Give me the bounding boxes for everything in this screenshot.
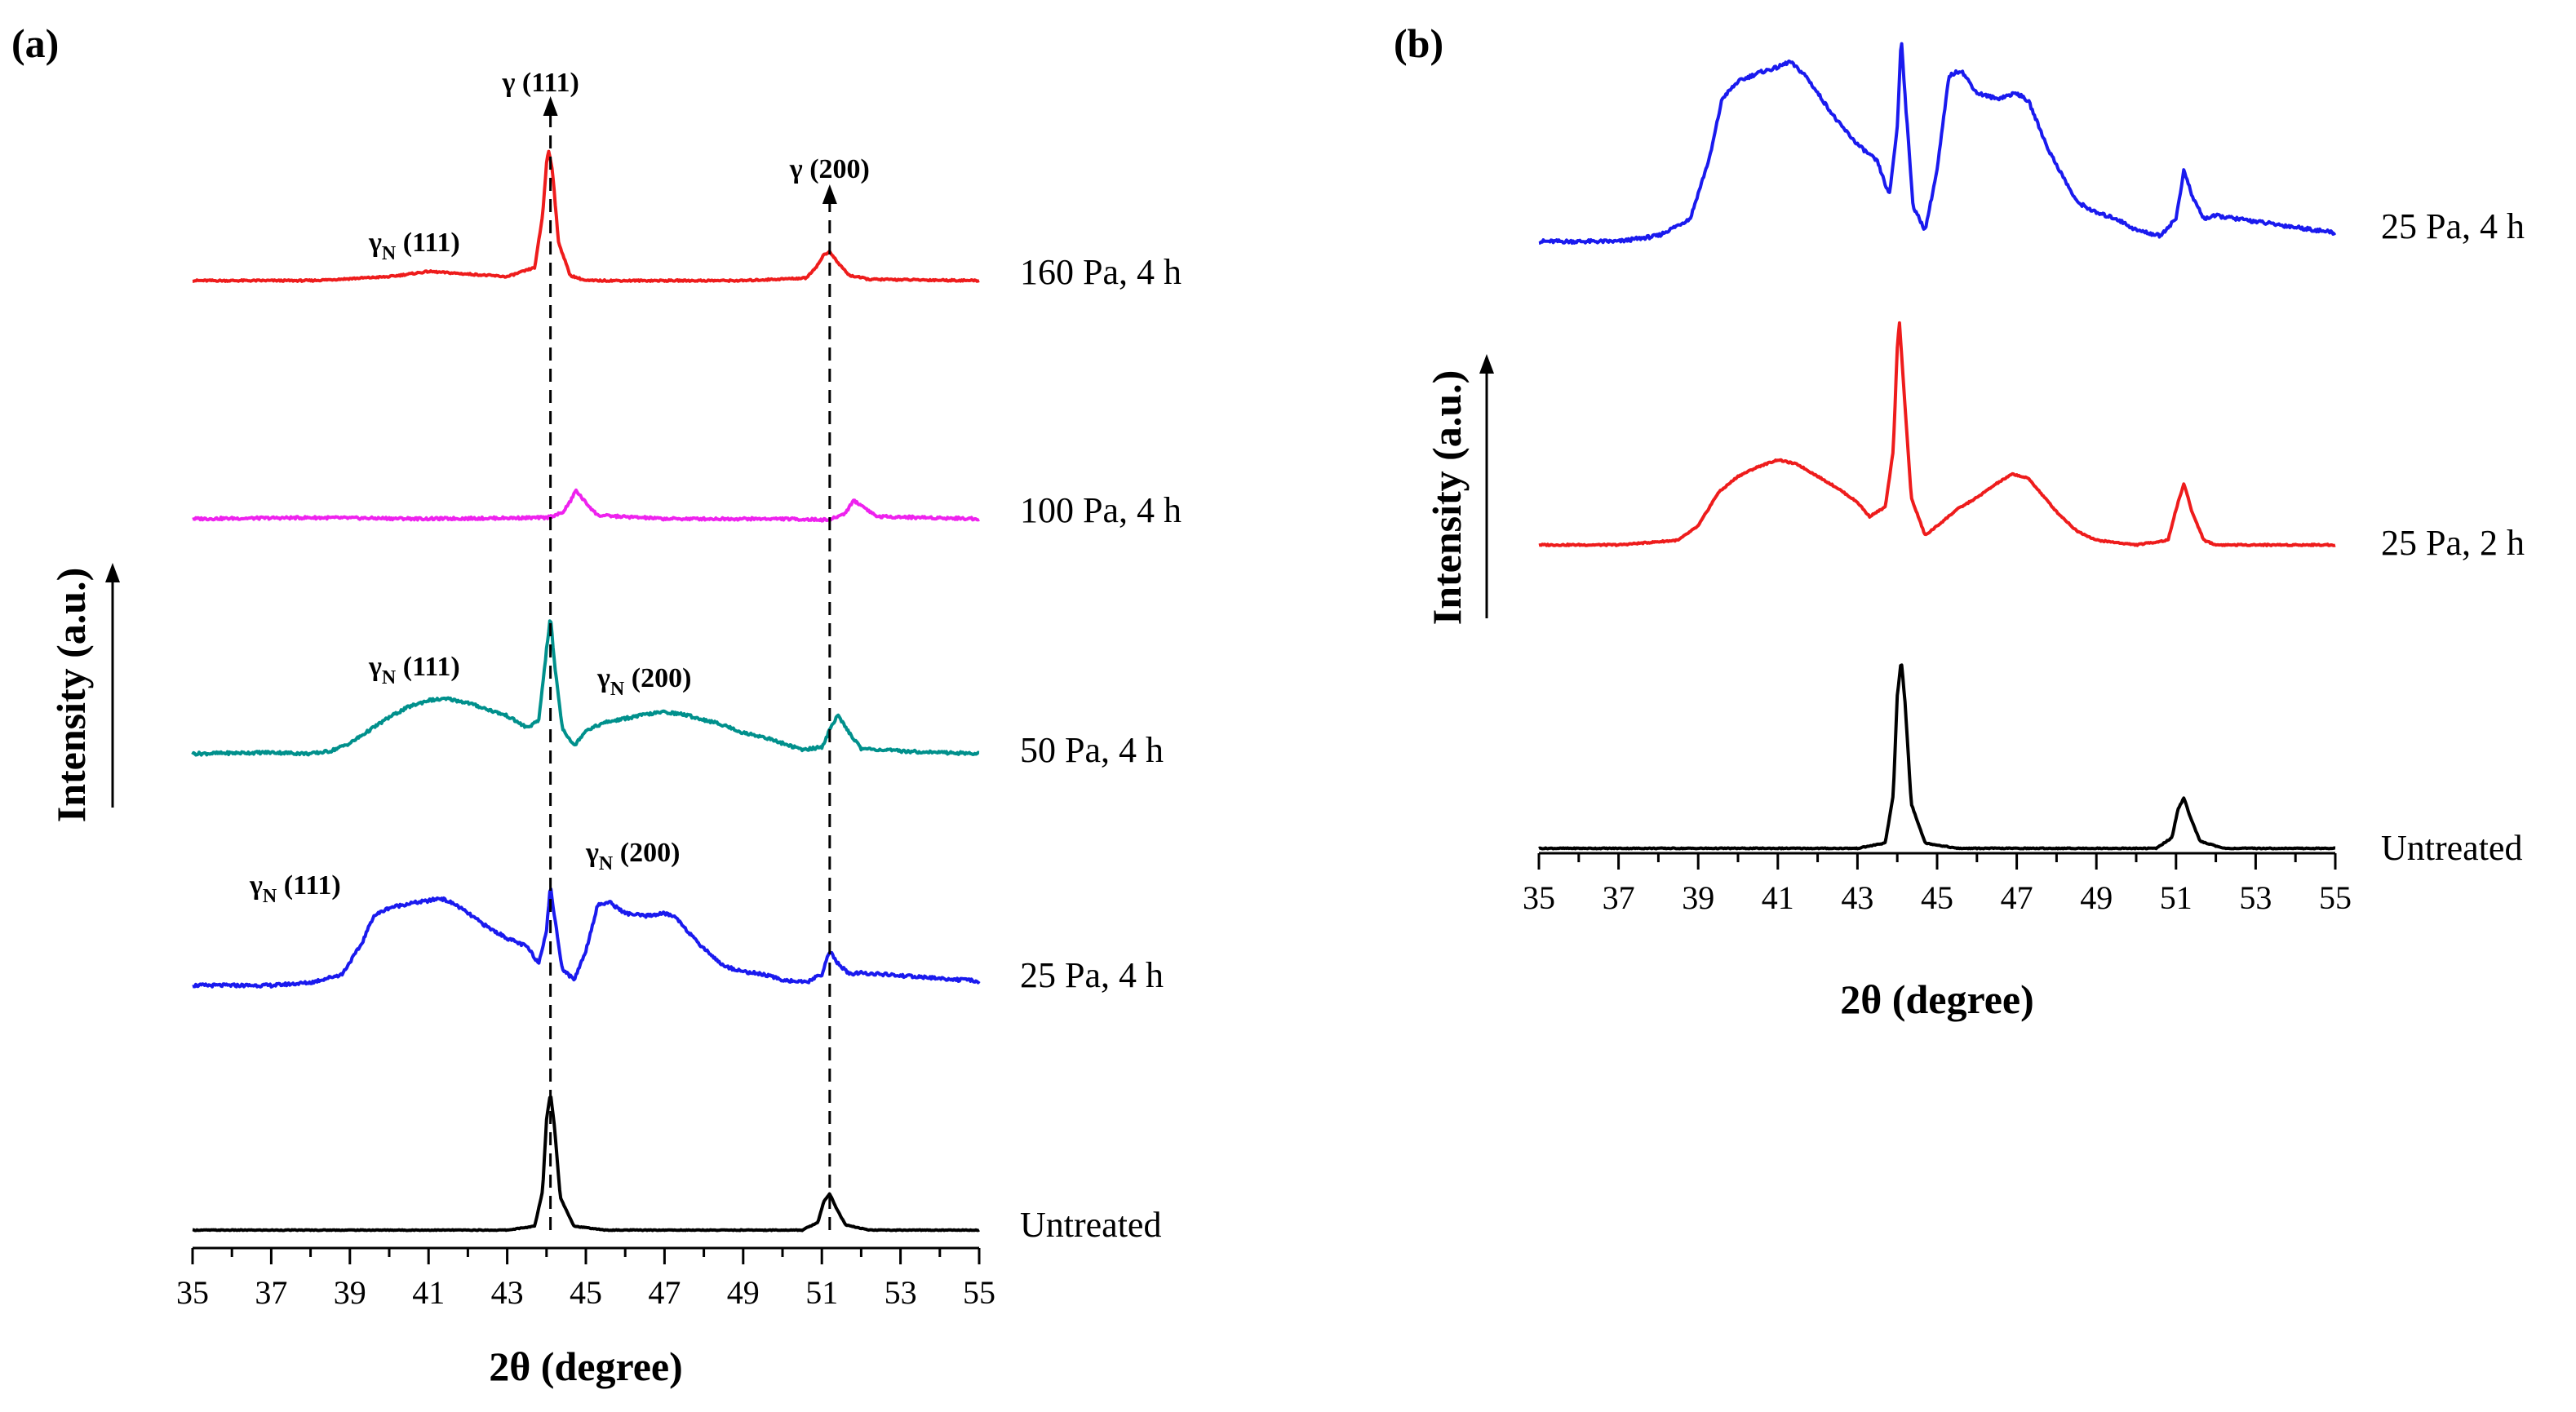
x-tick-label-a-51: 51: [805, 1274, 838, 1311]
series-label-b-25pa-2h: 25 Pa, 2 h: [2381, 523, 2525, 563]
y-axis-title: Intensity (a.u.): [48, 568, 94, 823]
x-tick-label-b-43: 43: [1841, 879, 1873, 916]
x-tick-label-a-47: 47: [648, 1274, 681, 1311]
series-line-b-25-pa-2-h: [1538, 321, 2336, 547]
x-tick-label-a-45: 45: [570, 1274, 602, 1311]
x-axis-title: 2θ (degree): [489, 1343, 683, 1389]
x-tick-label-b-37: 37: [1603, 879, 1635, 916]
series-label-25pa: 25 Pa, 4 h: [1020, 955, 1164, 995]
series-line-a-160-pa-4-h: [192, 149, 980, 283]
annotation-gamma-n-200-25pa: γN (200): [585, 838, 680, 874]
panel-b: (b) 25 Pa, 4 h 25 Pa, 2 h Untreated Inte…: [1394, 20, 2525, 1022]
series-line-a-untreated: [192, 1095, 980, 1233]
x-tick-label-a-35: 35: [176, 1274, 209, 1311]
x-tick-label-b-45: 45: [1921, 879, 1953, 916]
y-axis-arrow-head: [105, 563, 120, 582]
panel-b-series-group: [1538, 42, 2337, 851]
reference-arrow-gamma-200: [822, 184, 837, 204]
x-tick-label-a-55: 55: [963, 1274, 995, 1311]
annotation-gamma-n-111-50pa: γN (111): [368, 652, 460, 688]
x-tick-label-a-39: 39: [334, 1274, 366, 1311]
x-tick-label-b-49: 49: [2080, 879, 2113, 916]
series-label-b-untreated: Untreated: [2381, 828, 2522, 868]
series-line-b-untreated: [1538, 663, 2336, 851]
x-tick-label-a-43: 43: [491, 1274, 524, 1311]
x-tick-label-b-47: 47: [2001, 879, 2033, 916]
annotation-gamma-n-200-50pa: γN (200): [596, 663, 691, 700]
series-line-a-25-pa-4-h: [192, 887, 981, 989]
annotation-gamma-n-111-160pa: γN (111): [368, 228, 460, 264]
x-tick-label-b-39: 39: [1682, 879, 1714, 916]
series-line-a-50-pa-4-h: [191, 619, 980, 757]
series-line-a-100-pa-4-h: [192, 488, 980, 523]
x-tick-label-b-53: 53: [2239, 879, 2272, 916]
x-tick-label-a-37: 37: [255, 1274, 287, 1311]
x-tick-label-b-41: 41: [1762, 879, 1794, 916]
annotation-gamma-111: γ (111): [501, 68, 579, 98]
series-label-untreated: Untreated: [1020, 1205, 1161, 1245]
panel-b-label: (b): [1394, 20, 1443, 66]
series-label-50pa: 50 Pa, 4 h: [1020, 730, 1164, 770]
reference-arrow-gamma-111: [543, 96, 558, 116]
panel-a-label: (a): [11, 20, 59, 66]
series-label-b-25pa-4h: 25 Pa, 4 h: [2381, 206, 2525, 246]
x-axis-ticks: 35 37 39 41 43 45 47 49 51 53 55: [176, 1248, 995, 1311]
annotation-gamma-n-111-25pa: γN (111): [249, 870, 341, 907]
x-axis-ticks-b: 35 37 39 41 43 45 47 49 51 53 55: [1523, 853, 2352, 916]
series-line-b-25-pa-4-h: [1538, 42, 2337, 245]
x-tick-label-b-55: 55: [2319, 879, 2352, 916]
x-axis-title-b: 2θ (degree): [1840, 976, 2034, 1022]
annotation-gamma-200: γ (200): [789, 154, 870, 184]
panel-a-series-group: [191, 149, 981, 1233]
y-axis-title-group: Intensity (a.u.): [48, 563, 120, 822]
series-label-100pa: 100 Pa, 4 h: [1020, 490, 1182, 530]
panel-a: (a) γ (111) γ (200) γN (111) γN (111) γN…: [11, 20, 1182, 1389]
x-tick-label-a-53: 53: [885, 1274, 917, 1311]
y-axis-arrow-head-b: [1479, 354, 1494, 374]
y-axis-title-b: Intensity (a.u.): [1424, 370, 1470, 626]
x-tick-label-b-35: 35: [1523, 879, 1555, 916]
x-tick-label-a-41: 41: [412, 1274, 445, 1311]
series-label-160pa: 160 Pa, 4 h: [1020, 252, 1182, 292]
x-tick-label-b-51: 51: [2160, 879, 2192, 916]
x-tick-label-a-49: 49: [727, 1274, 760, 1311]
y-axis-title-group-b: Intensity (a.u.): [1424, 354, 1494, 625]
